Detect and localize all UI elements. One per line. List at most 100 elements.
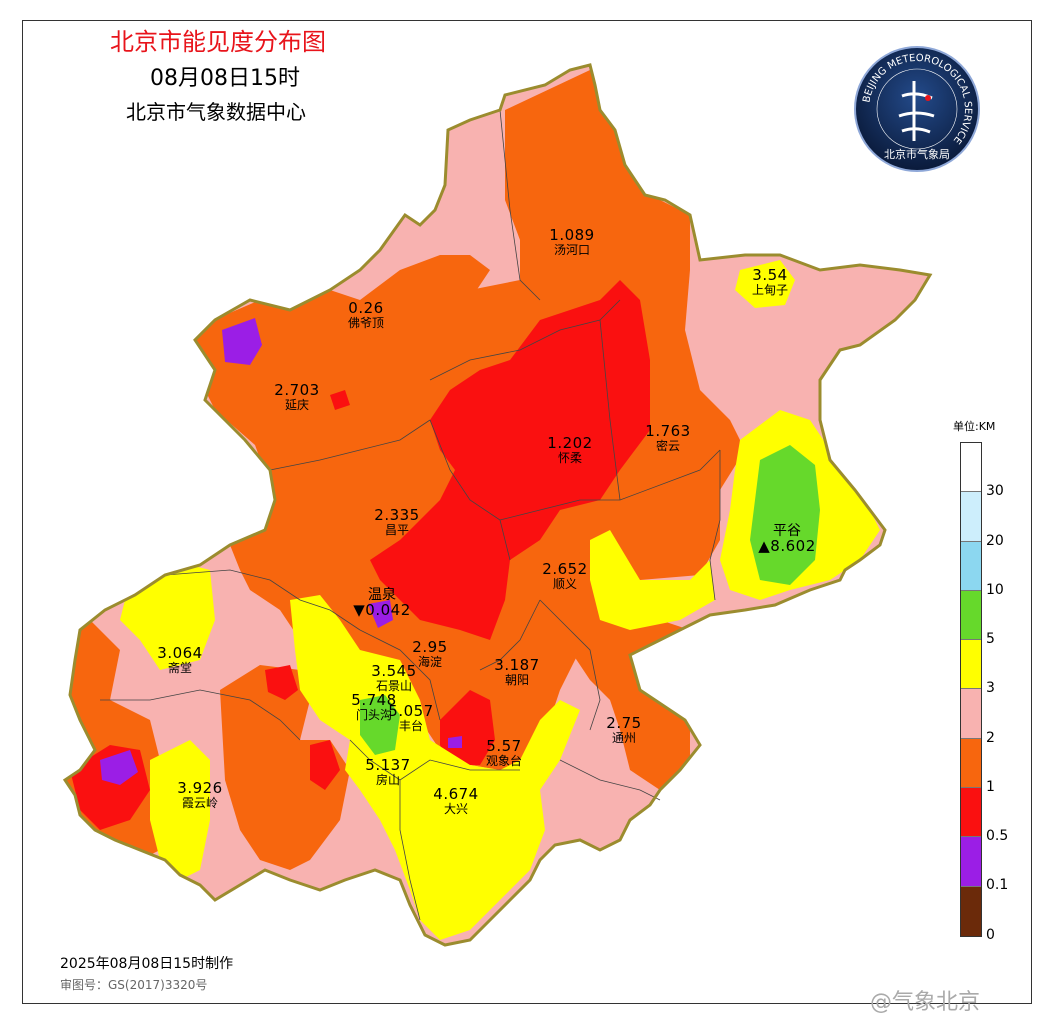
district-boundaries	[100, 109, 721, 921]
station-yanqing: 2.703 延庆	[274, 381, 320, 412]
station-name: 温泉	[367, 587, 396, 603]
station-value: 5.748	[351, 691, 397, 709]
station-name: 佛爷顶	[347, 315, 385, 330]
station-value: 3.926	[177, 779, 223, 797]
station-name: 顺义	[552, 576, 578, 591]
purple-patch-yanqing-west	[222, 318, 262, 365]
station-xiayunling: 3.926 霞云岭	[177, 779, 223, 810]
red-patch-west	[265, 665, 298, 700]
station-name: 丰台	[398, 718, 424, 733]
legend-tick: 0.5	[986, 828, 1009, 844]
station-value: 3.187	[494, 656, 540, 674]
legend-unit: 单位:KM	[953, 420, 996, 433]
legend-swatch	[961, 738, 981, 789]
legend-swatch	[961, 837, 981, 887]
station-value: ▼0.042	[353, 600, 411, 619]
legend-swatch	[961, 443, 981, 493]
yellow-region-shangdianzi	[735, 260, 795, 308]
station-name: 延庆	[284, 397, 310, 412]
legend-swatch	[961, 492, 981, 542]
station-zhaitang: 3.064 斋堂	[157, 644, 203, 675]
map-frame	[22, 20, 1032, 1004]
station-value: 2.95	[412, 638, 448, 656]
station-value: 3.545	[371, 662, 417, 680]
station-name: 通州	[611, 730, 636, 745]
station-shijingshan: 3.545 石景山	[371, 662, 417, 693]
legend-swatch	[961, 886, 981, 936]
legend-swatch	[961, 689, 981, 739]
station-name: 平谷	[772, 523, 801, 539]
station-daxing: 4.674 大兴	[433, 785, 479, 816]
legend-tick: 0.1	[986, 877, 1009, 893]
station-value: 2.335	[374, 506, 420, 524]
station-tongzhou: 2.75 通州	[606, 714, 642, 745]
production-time: 2025年08月08日15时制作	[60, 956, 234, 972]
purple-patch-fengtai	[448, 736, 462, 748]
map-review-number: 审图号：GS(2017)3320号	[60, 978, 208, 992]
weibo-watermark: @气象北京	[870, 990, 981, 1015]
station-name: 大兴	[443, 801, 469, 816]
station-fengtai: 5.057 丰台	[388, 702, 434, 733]
station-value: 2.75	[606, 714, 642, 732]
station-name: 斋堂	[167, 660, 193, 675]
station-value: 4.674	[433, 785, 479, 803]
station-value: 5.057	[388, 702, 434, 720]
map-title: 北京市能见度分布图	[110, 28, 326, 56]
station-chaoyang: 3.187 朝阳	[494, 656, 540, 687]
station-value: 2.703	[274, 381, 320, 399]
station-value: 1.202	[547, 434, 593, 452]
green-region-mentougou	[360, 695, 400, 755]
map-organization: 北京市气象数据中心	[126, 100, 306, 124]
station-name: 海淀	[417, 654, 442, 669]
station-guanxiangtai: 5.57 观象台	[485, 737, 523, 768]
station-name: 朝阳	[504, 672, 530, 687]
station-value: 1.089	[549, 226, 595, 244]
red-region	[370, 280, 650, 640]
station-shunyi: 2.652 顺义	[542, 560, 588, 591]
station-name: 石景山	[375, 678, 413, 693]
station-shangdianzi: 3.54 上甸子	[751, 266, 789, 297]
station-name: 观象台	[485, 753, 523, 768]
map-time: 08月08日15时	[150, 66, 300, 91]
purple-patch-wenquan	[368, 600, 393, 628]
legend-swatch	[961, 541, 981, 591]
station-value: 5.57	[486, 737, 522, 755]
station-value: 3.54	[752, 266, 788, 284]
beijing-meteorological-service-logo: BEIJING METEOROLOGICAL SERVICE 北京市气象局	[854, 46, 980, 172]
yellow-region-shunyi	[590, 530, 715, 630]
orange-region-north-edge	[440, 255, 490, 300]
station-value: 5.137	[365, 756, 411, 774]
station-pinggu: 平谷 ▲8.602	[758, 524, 815, 554]
purple-patch-southwest	[100, 750, 138, 785]
legend-tick: 20	[986, 533, 1004, 549]
legend-tick: 0	[986, 927, 995, 943]
legend-swatch	[961, 788, 981, 838]
green-region-pinggu	[750, 445, 820, 585]
station-value: 3.064	[157, 644, 203, 662]
station-value: 1.763	[645, 422, 691, 440]
red-patch-south	[310, 740, 340, 790]
station-tangheko: 1.089 汤河口	[549, 226, 595, 256]
legend-tick: 30	[986, 483, 1004, 499]
station-value: 2.652	[542, 560, 588, 578]
yellow-region-central-south	[290, 595, 580, 940]
station-name: 房山	[375, 772, 401, 787]
station-huairou: 1.202 怀柔	[547, 434, 593, 465]
station-changping: 2.335 昌平	[374, 506, 420, 537]
legend-tick: 2	[986, 730, 995, 746]
orange-region-south	[220, 665, 350, 870]
legend-swatch	[961, 590, 981, 641]
station-name: 上甸子	[751, 282, 789, 297]
station-miyun: 1.763 密云	[645, 422, 691, 453]
station-name: 昌平	[384, 522, 410, 537]
station-name: 门头沟	[355, 707, 393, 722]
legend-tick: 10	[986, 582, 1004, 598]
station-fangshan: 5.137 房山	[365, 756, 411, 787]
station-value: 0.26	[348, 299, 384, 317]
legend-swatch	[961, 640, 981, 690]
station-name: 密云	[655, 438, 681, 453]
station-name: 怀柔	[557, 450, 583, 465]
station-mentougou: 5.748 门头沟	[351, 691, 397, 722]
station-name: 霞云岭	[181, 795, 219, 810]
